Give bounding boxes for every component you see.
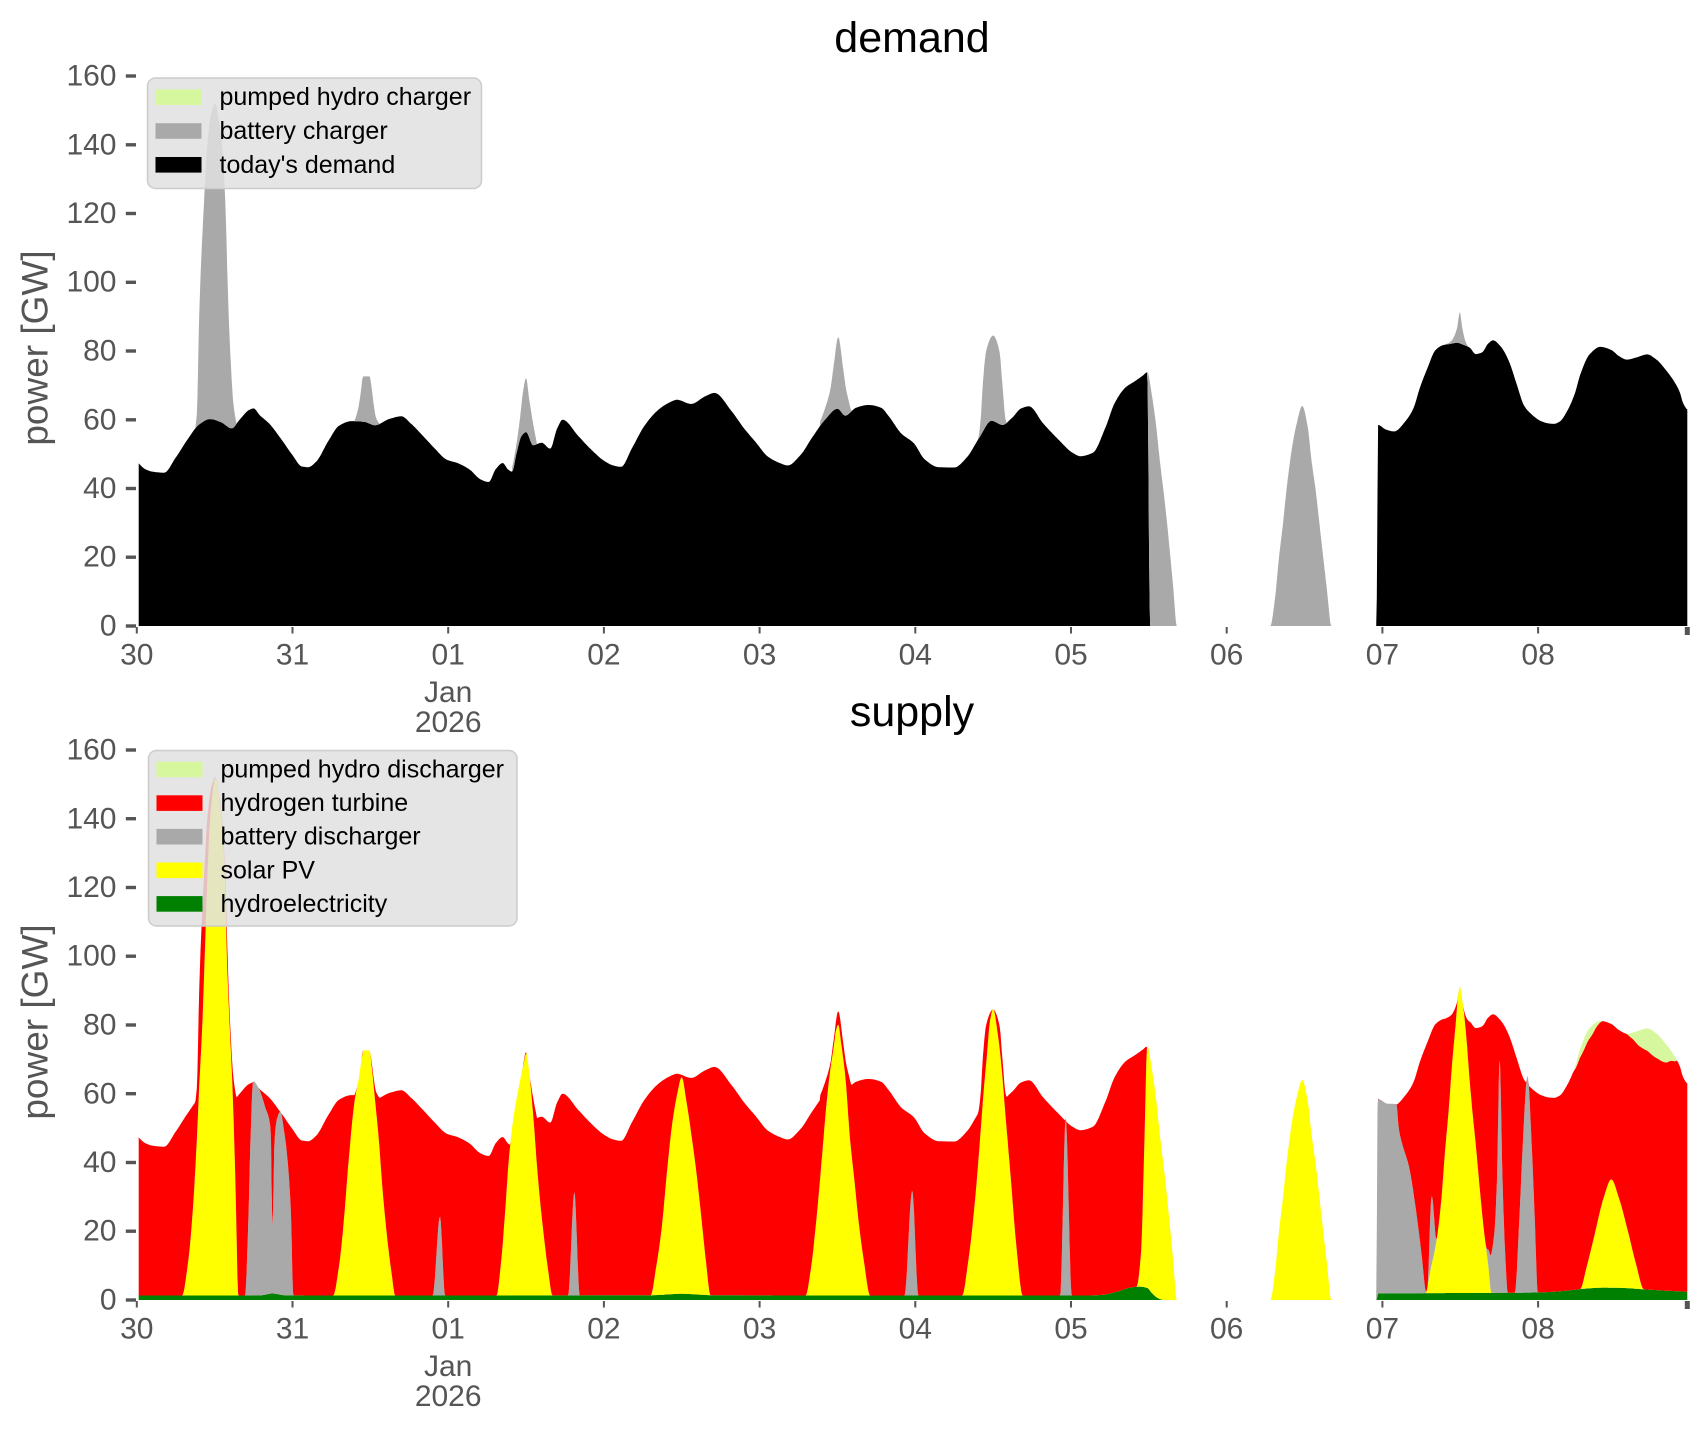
svg-text:0: 0 — [100, 1284, 117, 1317]
svg-text:100: 100 — [66, 266, 116, 299]
svg-text:2026: 2026 — [415, 1380, 482, 1413]
svg-text:160: 160 — [66, 734, 116, 767]
svg-text:160: 160 — [66, 60, 116, 93]
svg-text:31: 31 — [276, 639, 309, 672]
svg-text:03: 03 — [743, 639, 776, 672]
svg-text:80: 80 — [83, 1009, 116, 1042]
svg-text:01: 01 — [432, 639, 465, 672]
svg-text:05: 05 — [1054, 639, 1087, 672]
svg-text:100: 100 — [66, 940, 116, 973]
svg-text:Jan: Jan — [424, 676, 472, 709]
svg-text:hydroelectricity: hydroelectricity — [221, 890, 388, 918]
svg-text:40: 40 — [83, 472, 116, 505]
svg-text:demand: demand — [834, 14, 989, 62]
svg-text:04: 04 — [899, 1313, 932, 1346]
svg-text:30: 30 — [120, 1313, 153, 1346]
svg-text:solar PV: solar PV — [221, 856, 316, 884]
svg-text:08: 08 — [1521, 639, 1554, 672]
svg-text:07: 07 — [1366, 1313, 1399, 1346]
svg-text:supply: supply — [850, 688, 975, 736]
svg-text:06: 06 — [1210, 639, 1243, 672]
svg-text:07: 07 — [1366, 639, 1399, 672]
svg-text:03: 03 — [743, 1313, 776, 1346]
svg-text:140: 140 — [66, 128, 116, 161]
svg-text:31: 31 — [276, 1313, 309, 1346]
svg-text:0: 0 — [100, 610, 117, 643]
svg-text:60: 60 — [83, 403, 116, 436]
svg-text:80: 80 — [83, 335, 116, 368]
svg-text:60: 60 — [83, 1077, 116, 1110]
svg-text:04: 04 — [899, 639, 932, 672]
svg-text:20: 20 — [83, 1215, 116, 1248]
svg-text:120: 120 — [66, 871, 116, 904]
svg-text:02: 02 — [587, 639, 620, 672]
svg-text:pumped hydro discharger: pumped hydro discharger — [221, 756, 505, 784]
svg-text:hydrogen turbine: hydrogen turbine — [221, 789, 409, 817]
svg-text:40: 40 — [83, 1146, 116, 1179]
svg-text:pumped hydro charger: pumped hydro charger — [220, 83, 472, 111]
svg-text:01: 01 — [432, 1313, 465, 1346]
svg-text:120: 120 — [66, 197, 116, 230]
svg-text:06: 06 — [1210, 1313, 1243, 1346]
svg-text:battery discharger: battery discharger — [221, 823, 421, 851]
svg-text:30: 30 — [120, 639, 153, 672]
svg-text:battery charger: battery charger — [220, 117, 388, 145]
svg-text:05: 05 — [1054, 1313, 1087, 1346]
svg-text:08: 08 — [1521, 1313, 1554, 1346]
svg-text:02: 02 — [587, 1313, 620, 1346]
svg-text:2026: 2026 — [415, 706, 482, 739]
svg-text:Jan: Jan — [424, 1350, 472, 1383]
svg-text:20: 20 — [83, 541, 116, 574]
svg-text:140: 140 — [66, 802, 116, 835]
svg-text:today's demand: today's demand — [220, 151, 396, 179]
svg-text:power [GW]: power [GW] — [15, 250, 56, 445]
svg-text:power [GW]: power [GW] — [15, 924, 56, 1119]
